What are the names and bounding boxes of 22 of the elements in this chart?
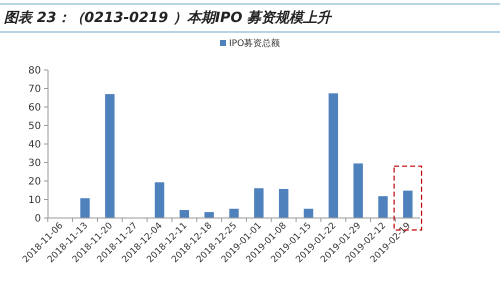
bar — [105, 94, 115, 218]
bar — [154, 182, 164, 218]
legend-label: IPO募资总额 — [229, 38, 280, 49]
bar — [254, 188, 264, 218]
bar — [204, 212, 214, 218]
bar — [403, 190, 413, 218]
y-tick-label: 10 — [28, 195, 41, 206]
y-tick-label: 70 — [28, 84, 41, 95]
bar — [378, 196, 388, 218]
y-tick-label: 80 — [28, 66, 41, 76]
bar — [353, 163, 363, 218]
y-tick-label: 20 — [28, 176, 41, 188]
y-tick-label: 40 — [28, 140, 41, 150]
bar — [180, 210, 190, 218]
y-tick-label: 50 — [28, 121, 41, 132]
y-tick-label: 30 — [28, 158, 41, 169]
bar — [80, 198, 90, 218]
bar — [328, 93, 338, 218]
chart-title: 图表 23：（0213-0219 ）本期IPO 募资规模上升 — [4, 9, 334, 26]
bar — [278, 188, 288, 218]
y-tick-label: 60 — [28, 102, 41, 114]
y-tick-label: 0 — [34, 214, 41, 224]
